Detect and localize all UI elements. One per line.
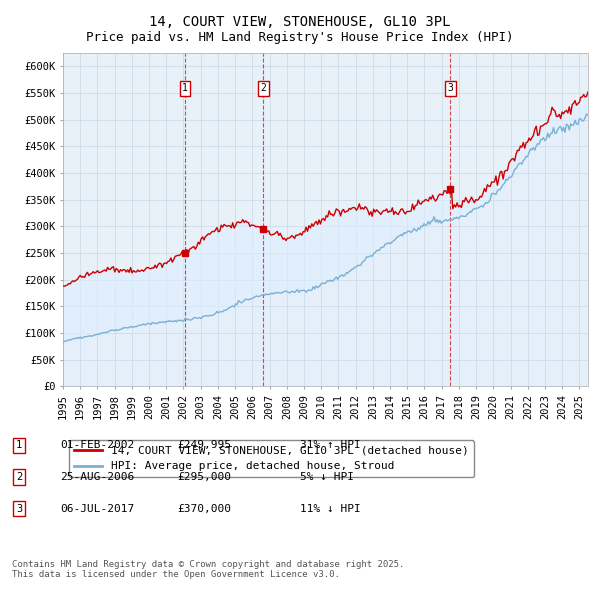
Legend: 14, COURT VIEW, STONEHOUSE, GL10 3PL (detached house), HPI: Average price, detac: 14, COURT VIEW, STONEHOUSE, GL10 3PL (de… (68, 440, 474, 477)
Text: 25-AUG-2006: 25-AUG-2006 (60, 472, 134, 481)
Text: 1: 1 (182, 83, 188, 93)
Text: £249,995: £249,995 (177, 441, 231, 450)
Text: 1: 1 (16, 441, 22, 450)
Text: 14, COURT VIEW, STONEHOUSE, GL10 3PL: 14, COURT VIEW, STONEHOUSE, GL10 3PL (149, 15, 451, 29)
Text: £370,000: £370,000 (177, 504, 231, 513)
Text: 5% ↓ HPI: 5% ↓ HPI (300, 472, 354, 481)
Text: 11% ↓ HPI: 11% ↓ HPI (300, 504, 361, 513)
Text: 3: 3 (448, 83, 454, 93)
Text: 3: 3 (16, 504, 22, 513)
Text: Price paid vs. HM Land Registry's House Price Index (HPI): Price paid vs. HM Land Registry's House … (86, 31, 514, 44)
Text: 06-JUL-2017: 06-JUL-2017 (60, 504, 134, 513)
Text: Contains HM Land Registry data © Crown copyright and database right 2025.
This d: Contains HM Land Registry data © Crown c… (12, 560, 404, 579)
Text: 2: 2 (260, 83, 266, 93)
Text: 2: 2 (16, 472, 22, 481)
Text: 01-FEB-2002: 01-FEB-2002 (60, 441, 134, 450)
Text: 31% ↑ HPI: 31% ↑ HPI (300, 441, 361, 450)
Text: £295,000: £295,000 (177, 472, 231, 481)
